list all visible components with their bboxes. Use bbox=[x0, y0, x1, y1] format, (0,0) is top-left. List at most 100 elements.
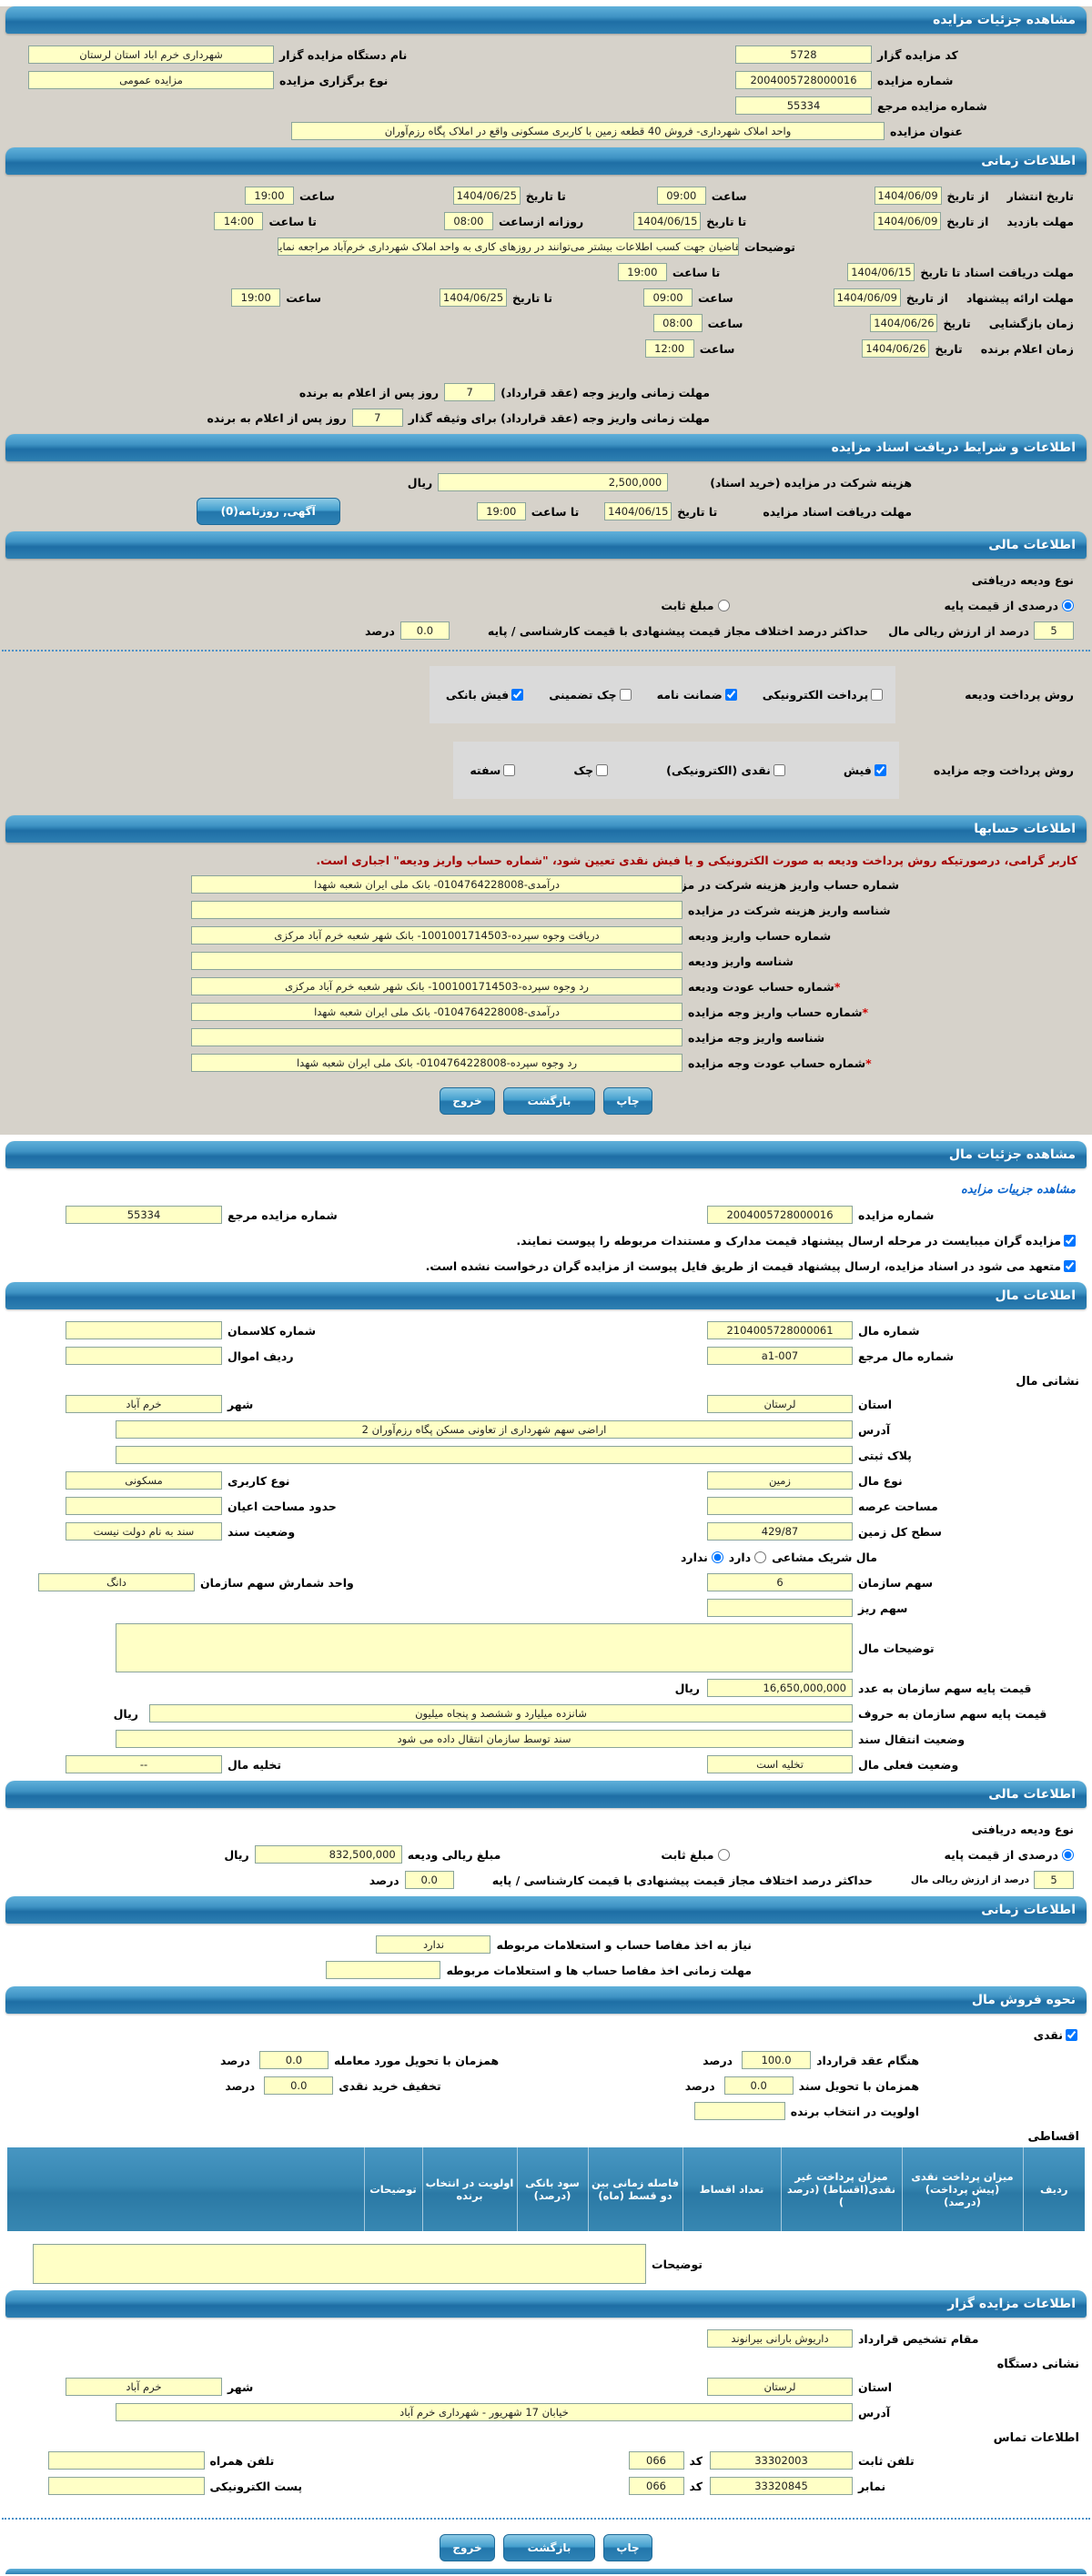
mal-ref-no-field[interactable]: 55334 bbox=[66, 1206, 222, 1224]
contract-officer-field[interactable]: داریوش بارانی بیرانوند bbox=[707, 2329, 853, 2348]
ref-no-field[interactable]: 55334 bbox=[735, 96, 872, 115]
opening-hour[interactable]: 08:00 bbox=[652, 314, 703, 332]
account-field[interactable] bbox=[191, 952, 682, 970]
electronic-payment-checkbox[interactable] bbox=[871, 689, 884, 701]
doc-deadline-date[interactable]: 1404/06/15 bbox=[847, 263, 915, 281]
opening-date[interactable]: 1404/06/26 bbox=[870, 314, 938, 332]
mal-auction-no-field[interactable]: 2004005728000016 bbox=[707, 1206, 853, 1224]
cash-electronic-checkbox[interactable] bbox=[773, 764, 785, 776]
timing-description-field[interactable]: متقاضیان جهت کسب اطلاعات بیشتر می‌توانند… bbox=[278, 237, 739, 256]
visit-from-date[interactable]: 1404/06/09 bbox=[874, 212, 942, 230]
deposit-method-guarantee[interactable]: ضمانت نامه bbox=[657, 688, 737, 702]
check-checkbox[interactable] bbox=[596, 764, 609, 776]
amval-row-field[interactable] bbox=[66, 1347, 222, 1365]
clearance-deadline-field[interactable] bbox=[326, 1961, 441, 1979]
auction-title-field[interactable]: واحد املاک شهرداری- فروش 40 قطعه زمین با… bbox=[291, 122, 885, 140]
publish-from-date[interactable]: 1404/06/09 bbox=[874, 187, 942, 205]
partner-yes-radio[interactable] bbox=[754, 1551, 767, 1563]
mal-no-field[interactable]: 2104005728000061 bbox=[707, 1321, 853, 1339]
org-name-field[interactable]: شهرداری خرم اباد استان لرستان bbox=[28, 45, 274, 64]
deposit-percent-field[interactable]: 5 bbox=[1034, 621, 1074, 640]
winner-priority-field[interactable] bbox=[693, 2102, 785, 2120]
delivery-payment-field[interactable]: 0.0 bbox=[258, 2051, 329, 2069]
offer-from-hour[interactable]: 09:00 bbox=[643, 288, 693, 307]
cash-sale-option[interactable]: نقدی bbox=[1034, 2028, 1077, 2042]
deposit-percent-field[interactable]: 5 bbox=[1034, 1871, 1074, 1889]
land-area-field[interactable]: 429/87 bbox=[707, 1522, 853, 1541]
usage-field[interactable]: مسکونی bbox=[66, 1471, 222, 1490]
radio-percent-of-base[interactable]: درصدی از قیمت پایه bbox=[939, 599, 1074, 612]
deed-status-field[interactable]: سند به نام دولت نیست bbox=[66, 1522, 222, 1541]
offer-from-date[interactable]: 1404/06/09 bbox=[833, 288, 901, 307]
auction-type-field[interactable]: مزایده عمومی bbox=[28, 71, 274, 89]
base-price-field[interactable]: 16,650,000,000 bbox=[707, 1679, 853, 1697]
asset-type-field[interactable]: زمین bbox=[707, 1471, 853, 1490]
print-button[interactable]: چاپ bbox=[603, 1087, 652, 1115]
publish-to-hour[interactable]: 19:00 bbox=[244, 187, 294, 205]
org-address-field[interactable]: خیابان 17 شهریور - شهرداری خرم آباد bbox=[116, 2403, 853, 2421]
radio-fixed-amount[interactable]: مبلغ ثابت bbox=[655, 599, 730, 612]
fax-code-field[interactable]: 066 bbox=[628, 2477, 684, 2495]
winner-date[interactable]: 1404/06/26 bbox=[862, 339, 930, 358]
view-auction-details-link[interactable]: مشاهده جزییات مزایده bbox=[960, 1182, 1076, 1197]
share-unit-field[interactable]: دانگ bbox=[38, 1573, 195, 1591]
province-field[interactable]: لرستان bbox=[707, 1395, 853, 1413]
partner-no-radio[interactable] bbox=[711, 1551, 723, 1563]
cash-sale-checkbox[interactable] bbox=[1066, 2028, 1077, 2041]
cash-discount-field[interactable]: 0.0 bbox=[264, 2076, 334, 2095]
evacuation-field[interactable]: -- bbox=[66, 1755, 222, 1773]
deposit-method-bank-slip[interactable]: فیش بانکی bbox=[446, 688, 524, 702]
bank-slip-checkbox[interactable] bbox=[511, 689, 524, 701]
guarantee-letter-checkbox[interactable] bbox=[724, 689, 737, 701]
visit-daily-to[interactable]: 14:00 bbox=[214, 212, 264, 230]
org-city-field[interactable]: خرم آباد bbox=[66, 2378, 222, 2396]
clearance-need-field[interactable]: ندارد bbox=[376, 1935, 491, 1954]
radio-fixed-amount[interactable]: مبلغ ثابت bbox=[655, 1848, 730, 1862]
email-field[interactable] bbox=[47, 2477, 205, 2495]
account-field[interactable] bbox=[191, 901, 682, 919]
pay-method-slip[interactable]: فیش bbox=[844, 763, 886, 777]
ayan-field[interactable] bbox=[66, 1497, 222, 1515]
doc-receive-hour[interactable]: 19:00 bbox=[476, 502, 526, 520]
account-field[interactable]: درآمدی-0104764228008- بانک ملی ایران شعب… bbox=[191, 1003, 682, 1021]
pay-deadline1-days[interactable]: 7 bbox=[444, 383, 496, 401]
publish-to-date[interactable]: 1404/06/25 bbox=[452, 187, 521, 205]
pay-deadline2-days[interactable]: 7 bbox=[351, 409, 403, 427]
print-button[interactable]: چاپ bbox=[603, 2534, 652, 2561]
deposit-method-certified-check[interactable]: چک تضمینی bbox=[549, 688, 632, 702]
percent-of-base-radio[interactable] bbox=[1062, 599, 1074, 611]
asset-description-field[interactable] bbox=[116, 1623, 853, 1672]
current-status-field[interactable]: تخلیه است bbox=[707, 1755, 853, 1773]
no-file-request-option[interactable]: متعهد می شود در اسناد مزایده، ارسال پیشن… bbox=[426, 1259, 1076, 1273]
visit-to-date[interactable]: 1404/06/15 bbox=[633, 212, 702, 230]
base-price-words-field[interactable]: شانزده میلیارد و ششصد و پنجاه میلیون bbox=[149, 1704, 853, 1722]
no-file-request-checkbox[interactable] bbox=[1064, 1259, 1076, 1272]
auction-no-field[interactable]: 2004005728000016 bbox=[735, 71, 872, 89]
org-share-field[interactable]: 6 bbox=[707, 1573, 853, 1591]
attach-docs-option[interactable]: مزایده گران میبایست در مرحله ارسال پیشنه… bbox=[516, 1234, 1076, 1248]
address-field[interactable]: اراضی سهم شهرداری از تعاونی مسکن پگاه رز… bbox=[116, 1420, 853, 1439]
bidder-code-field[interactable]: 5728 bbox=[735, 45, 872, 64]
attach-docs-checkbox[interactable] bbox=[1064, 1234, 1076, 1247]
back-button[interactable]: بازگشت bbox=[502, 1087, 596, 1115]
sale-description-field[interactable] bbox=[33, 2244, 647, 2284]
pay-method-cash-electronic[interactable]: نقدی (الکترونیکی) bbox=[666, 763, 785, 777]
deed-transfer-field[interactable]: سند توسط سازمان انتقال داده می شود bbox=[116, 1730, 853, 1748]
plate-field[interactable] bbox=[116, 1446, 853, 1464]
offer-to-hour[interactable]: 19:00 bbox=[231, 288, 281, 307]
account-field[interactable]: دریافت وجوه سپرده-1001001714503- بانک شه… bbox=[191, 926, 682, 945]
slip-checkbox[interactable] bbox=[874, 764, 886, 776]
radio-percent-of-base[interactable]: درصدی از قیمت پایه bbox=[939, 1848, 1074, 1862]
account-field[interactable]: رد وجوه سپرده-1001001714503- بانک شهر شع… bbox=[191, 977, 682, 995]
area-field[interactable] bbox=[707, 1497, 853, 1515]
pay-method-check[interactable]: چک bbox=[573, 763, 609, 777]
mobile-field[interactable] bbox=[47, 2451, 205, 2470]
exit-button[interactable]: خروج bbox=[440, 1087, 495, 1115]
contract-payment-field[interactable]: 100.0 bbox=[742, 2051, 812, 2069]
account-field[interactable]: درآمدی-0104764228008- بانک ملی ایران شعب… bbox=[191, 875, 682, 894]
share-detail-field[interactable] bbox=[707, 1599, 853, 1617]
publish-from-hour[interactable]: 09:00 bbox=[656, 187, 706, 205]
mal-ref-field[interactable]: a1-007 bbox=[707, 1347, 853, 1365]
newspaper-ad-button[interactable]: آگهی, روزنامه(0) bbox=[196, 498, 340, 525]
certified-check-checkbox[interactable] bbox=[619, 689, 632, 701]
